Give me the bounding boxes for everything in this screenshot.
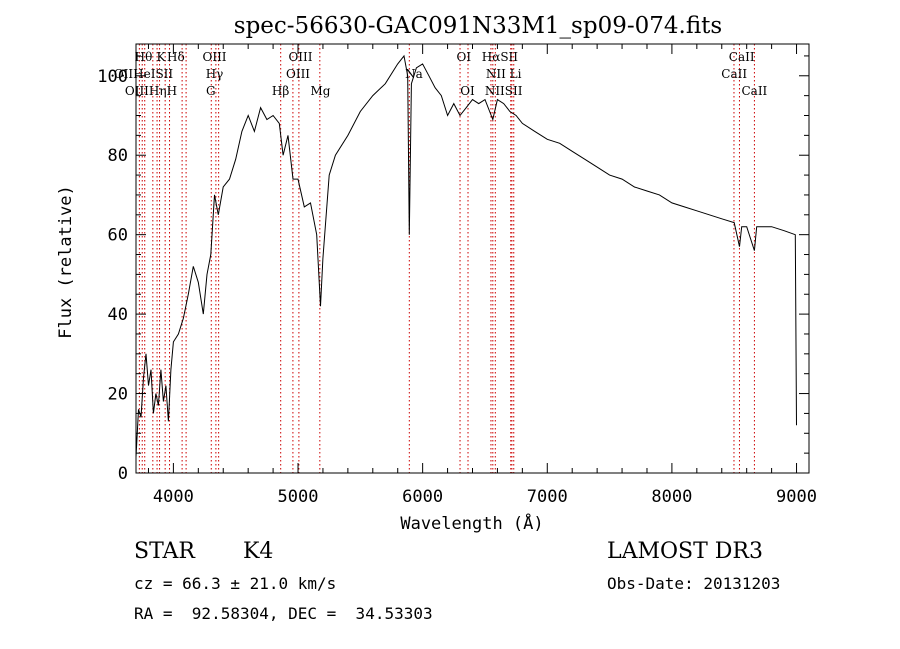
line-label: OIIHeISII <box>114 67 174 81</box>
line-label: CaII <box>721 67 747 81</box>
object-subclass: K4 <box>243 539 274 564</box>
line-label: OIII <box>202 50 226 64</box>
y-axis: 0 20 40 60 80 100 <box>97 55 809 484</box>
line-label: OIII <box>288 50 312 64</box>
y-tick-label: 100 <box>97 67 128 87</box>
x-tick-label: 5000 <box>278 487 319 507</box>
line-label: OIIIHηH <box>125 84 177 98</box>
x-tick-label: 9000 <box>776 487 817 507</box>
survey-name: LAMOST DR3 <box>607 539 763 564</box>
x-tick-label: 8000 <box>651 487 692 507</box>
line-label: K <box>156 50 166 64</box>
plot-frame <box>135 43 810 474</box>
line-marker-labels: Hθ K Hδ OIII OIII OI HαSII CaII OIIHeISII Hγ OIII N… <box>114 50 768 98</box>
x-tick-label: 4000 <box>153 487 194 507</box>
x-tick-label: 7000 <box>527 487 568 507</box>
line-markers <box>138 44 755 473</box>
line-label: CaII <box>729 50 755 64</box>
y-tick-label: 60 <box>108 226 128 246</box>
line-label: Mg <box>310 84 330 98</box>
y-tick-label: 40 <box>108 305 128 325</box>
line-label: NII Li <box>486 67 522 81</box>
line-label: G <box>206 84 216 98</box>
line-label: OIII <box>286 67 310 81</box>
y-tick-label: 20 <box>108 385 128 405</box>
line-label: OI <box>456 50 471 64</box>
line-label: CaII <box>741 84 767 98</box>
x-axis-label: Wavelength (Å) <box>400 512 543 534</box>
y-axis-label: Flux (relative) <box>56 185 76 339</box>
line-label: HαSII <box>482 50 519 64</box>
line-label: Hβ <box>272 84 289 98</box>
line-label: Na <box>405 67 423 81</box>
y-tick-label: 0 <box>118 464 128 484</box>
object-class: STAR <box>134 539 195 564</box>
line-label: Hγ <box>206 67 224 81</box>
line-label: Hθ <box>135 50 153 64</box>
x-tick-label: 6000 <box>402 487 443 507</box>
x-axis: 4000 5000 6000 7000 8000 9000 <box>147 44 817 507</box>
line-label: Hδ <box>167 50 185 64</box>
redshift-readout: cz = 66.3 ± 21.0 km/s <box>134 574 337 593</box>
chart-title: spec-56630-GAC091N33M1_sp09-074.fits <box>234 13 722 39</box>
spectrum-line <box>135 54 797 458</box>
line-label: NIISII <box>485 84 523 98</box>
y-tick-label: 80 <box>108 146 128 166</box>
obs-date: Obs-Date: 20131203 <box>607 574 781 593</box>
coordinates-readout: RA = 92.58304, DEC = 34.53303 <box>134 604 433 623</box>
line-label: OI <box>460 84 475 98</box>
